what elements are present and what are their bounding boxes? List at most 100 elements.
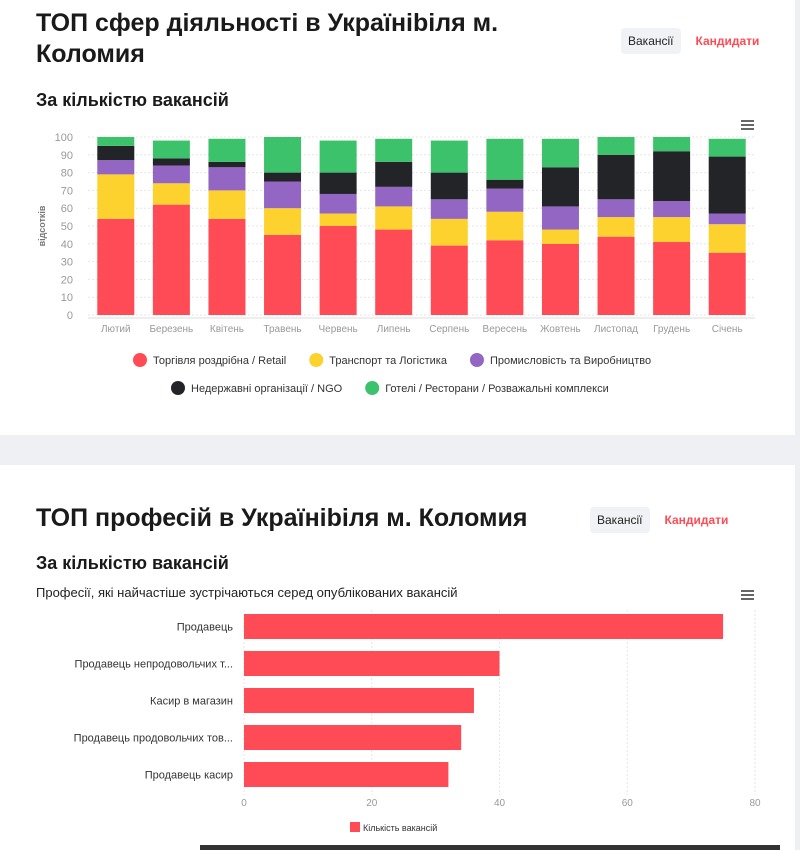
x-tick-label: Січень [712, 324, 743, 335]
x-tick-label: Грудень [653, 324, 690, 335]
bar-segment [375, 138, 413, 162]
bar-segment [653, 151, 691, 202]
bar-segment [653, 201, 691, 218]
legend-label: Готелі / Ресторани / Розважальні комплек… [385, 383, 609, 395]
horizontal-bar-chart: 0 20 40 60 80 Продавець Продавець непродовольч… [74, 610, 761, 833]
x-tick-label: Серпень [429, 324, 469, 335]
candidates-button[interactable]: Кандидати [664, 513, 729, 527]
bar-segment [152, 158, 190, 166]
bar-segment [264, 137, 302, 173]
bar-segment [97, 145, 135, 161]
bar-segment [486, 240, 524, 315]
category-label: Продавець продовольчих тов... [74, 733, 233, 745]
x-tick-label: 20 [366, 798, 378, 809]
y-tick-label: 30 [61, 257, 73, 269]
professions-card: ТОП професій в Україніbіля м. Коломия Ва… [0, 465, 795, 850]
bar-segment [375, 206, 413, 230]
y-tick-label: 0 [67, 310, 73, 322]
bar-segment [375, 229, 413, 315]
bar-segment [430, 140, 468, 173]
bar-segment [541, 138, 579, 168]
vacancies-button[interactable]: Вакансії [590, 507, 650, 533]
vacancies-candidates-toggle: Вакансії Кандидати [590, 507, 735, 533]
vacancies-button[interactable]: Вакансії [621, 28, 681, 54]
bar-segment [152, 183, 190, 205]
category-label: Продавець касир [145, 770, 233, 782]
x-tick-label: Квітень [210, 324, 244, 335]
x-tick-label: Червень [318, 324, 357, 335]
bar-segment [541, 206, 579, 230]
bar-segment [152, 204, 190, 315]
y-axis-label: відсотків [37, 205, 47, 246]
bar [244, 762, 449, 787]
legend-label: Кількість вакансій [363, 823, 437, 833]
bar-segment [97, 160, 135, 175]
section-title: ТОП професій в Україніbіля м. Коломия [36, 504, 528, 532]
bar-segment [208, 167, 246, 191]
bar [244, 614, 724, 639]
bar-segment [708, 156, 746, 214]
bar-segment [486, 211, 524, 241]
bar-segment [208, 138, 246, 162]
x-tick-label: Листопад [594, 324, 638, 335]
x-tick-label: Липень [377, 324, 411, 335]
bar-segment [97, 174, 135, 219]
x-tick-label: Жовтень [540, 324, 581, 335]
bottom-bar [200, 845, 780, 850]
y-tick-label: 90 [61, 150, 73, 162]
y-tick-label: 50 [61, 221, 73, 233]
bar-segment [97, 218, 135, 315]
candidates-button[interactable]: Кандидати [695, 34, 760, 48]
legend-label: Промисловість та Виробництво [490, 355, 651, 367]
bar-segment [653, 242, 691, 315]
bar-segment [319, 140, 357, 173]
bar-segment [430, 172, 468, 200]
bar-segment [319, 172, 357, 194]
bar [244, 725, 462, 750]
vacancies-candidates-toggle: Вакансії Кандидати [621, 28, 766, 54]
y-tick-label: 40 [61, 239, 73, 251]
page-title: ТОП сфер діяльності в Україніbіля м. Кол… [36, 9, 499, 68]
bar-segment [375, 186, 413, 207]
bar-segment [486, 179, 524, 189]
chart-menu-icon[interactable] [741, 120, 754, 132]
bar-segment [597, 217, 635, 237]
chart-description: Професії, які найчастіше зустрічаються с… [36, 585, 458, 600]
bar-segment [375, 161, 413, 187]
legend-marker [365, 381, 380, 395]
bar-segment [430, 199, 468, 219]
bar-segment [597, 199, 635, 218]
x-tick-label: Вересень [483, 324, 528, 335]
bar-segment [708, 252, 746, 315]
bar-segment [708, 138, 746, 157]
legend-label: Транспорт та Логістика [329, 355, 448, 367]
x-tick-label: Травень [263, 324, 301, 335]
y-tick-label: 80 [61, 168, 73, 180]
bar-segment [319, 193, 357, 214]
legend-label: Недержавні організації / NGO [191, 383, 343, 395]
x-tick-label: 40 [494, 798, 506, 809]
x-tick-label: Березень [149, 324, 193, 335]
x-tick-label: 0 [241, 798, 247, 809]
bar-segment [152, 140, 190, 159]
bar [244, 651, 500, 676]
bar [244, 688, 474, 713]
bar-segment [264, 234, 302, 315]
y-tick-label: 60 [61, 203, 73, 215]
bar-segment [264, 208, 302, 235]
bar-segment [653, 137, 691, 152]
chart-subtitle: За кількістю вакансій [36, 90, 229, 110]
bar-segment [541, 167, 579, 207]
bar-segment [319, 213, 357, 226]
bar-segment [430, 218, 468, 246]
bar-segment [97, 137, 135, 146]
bar-segment [264, 172, 302, 182]
bar-segment [208, 161, 246, 168]
chart-menu-icon[interactable] [741, 590, 754, 602]
bar-segment [208, 190, 246, 219]
bar-segment [264, 181, 302, 209]
bar-segment [708, 224, 746, 253]
bar-segment [319, 226, 357, 315]
bar-segment [597, 154, 635, 200]
y-tick-label: 10 [61, 292, 73, 304]
